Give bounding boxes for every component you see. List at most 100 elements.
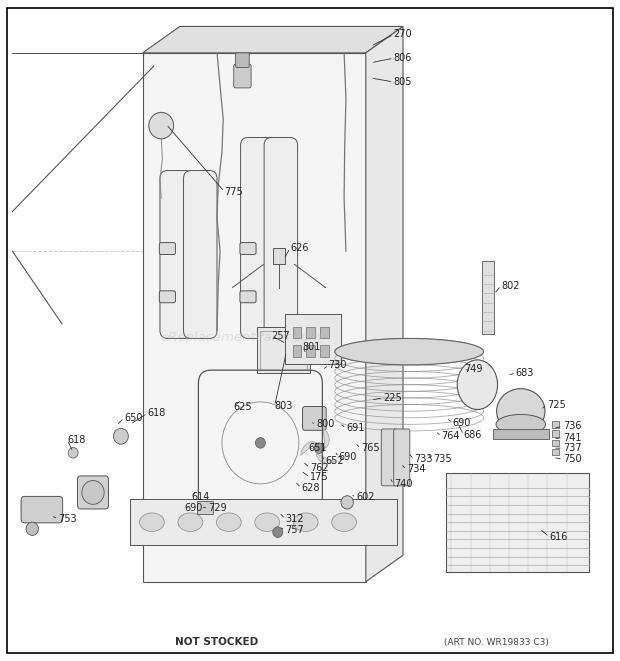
Circle shape (314, 443, 324, 453)
Text: 618: 618 (148, 408, 166, 418)
Bar (273, 248, 285, 264)
Text: 628: 628 (301, 483, 320, 493)
Ellipse shape (497, 389, 545, 434)
Text: 729: 729 (208, 502, 227, 513)
Polygon shape (323, 427, 329, 448)
Ellipse shape (335, 338, 484, 365)
Bar (306, 345, 315, 357)
Circle shape (68, 447, 78, 458)
Text: 690: 690 (453, 418, 471, 428)
Circle shape (255, 438, 265, 448)
FancyBboxPatch shape (159, 291, 175, 303)
Text: 650: 650 (124, 412, 143, 423)
Text: 802: 802 (501, 280, 520, 291)
Bar (482, 261, 494, 334)
Polygon shape (130, 499, 397, 545)
Text: 750: 750 (563, 454, 582, 465)
Text: 737: 737 (563, 443, 582, 453)
FancyBboxPatch shape (236, 53, 249, 67)
FancyBboxPatch shape (394, 429, 410, 486)
Text: 734: 734 (407, 464, 425, 475)
Bar (285, 314, 341, 364)
Text: 690: 690 (339, 452, 357, 463)
Text: 652: 652 (325, 456, 343, 467)
Text: 225: 225 (383, 393, 402, 403)
Bar (293, 345, 301, 357)
Text: 616: 616 (549, 531, 568, 542)
Text: 614: 614 (191, 492, 210, 502)
FancyBboxPatch shape (240, 243, 256, 254)
Text: 805: 805 (394, 77, 412, 87)
Ellipse shape (496, 414, 546, 434)
Text: 801: 801 (303, 342, 321, 352)
Text: eReplacementParts.com: eReplacementParts.com (161, 330, 323, 344)
Ellipse shape (216, 513, 241, 531)
Text: 270: 270 (394, 29, 412, 40)
Polygon shape (301, 442, 316, 455)
Circle shape (26, 522, 38, 535)
Bar (306, 327, 315, 338)
Circle shape (82, 481, 104, 504)
FancyBboxPatch shape (240, 291, 256, 303)
Circle shape (273, 527, 283, 537)
Ellipse shape (140, 513, 164, 531)
Bar (293, 327, 301, 338)
Text: 735: 735 (433, 454, 451, 465)
Text: 803: 803 (275, 401, 293, 411)
Text: 683: 683 (516, 368, 534, 378)
Text: 257: 257 (272, 330, 290, 341)
Polygon shape (446, 473, 589, 572)
Text: 749: 749 (464, 364, 482, 374)
Text: 312: 312 (285, 514, 304, 524)
Bar (552, 449, 559, 455)
Text: (ART NO. WR19833 C3): (ART NO. WR19833 C3) (443, 638, 549, 647)
Polygon shape (143, 53, 366, 582)
FancyBboxPatch shape (21, 496, 63, 523)
Text: 806: 806 (394, 53, 412, 63)
FancyBboxPatch shape (234, 64, 251, 88)
Text: 762: 762 (310, 463, 329, 473)
Bar (493, 429, 549, 439)
Ellipse shape (255, 513, 280, 531)
Text: 736: 736 (563, 421, 582, 432)
Text: 753: 753 (58, 514, 77, 524)
Bar (320, 345, 329, 357)
Circle shape (149, 112, 174, 139)
Text: 740: 740 (394, 479, 412, 489)
Text: 651: 651 (309, 443, 327, 453)
FancyBboxPatch shape (78, 476, 108, 509)
Ellipse shape (293, 513, 318, 531)
Text: 733: 733 (414, 454, 433, 465)
Text: 690: 690 (185, 502, 203, 513)
FancyBboxPatch shape (160, 171, 193, 338)
Text: 175: 175 (310, 472, 329, 483)
Text: 602: 602 (356, 492, 375, 502)
Circle shape (113, 428, 128, 444)
Ellipse shape (458, 360, 497, 409)
Bar (257, 327, 310, 373)
Text: 686: 686 (464, 430, 482, 440)
FancyBboxPatch shape (381, 429, 397, 486)
Text: 625: 625 (233, 401, 252, 412)
FancyBboxPatch shape (184, 171, 217, 338)
FancyBboxPatch shape (159, 243, 175, 254)
Text: 691: 691 (346, 423, 365, 434)
Bar (320, 327, 329, 338)
Text: 730: 730 (329, 360, 347, 370)
FancyBboxPatch shape (241, 137, 274, 338)
Ellipse shape (178, 513, 203, 531)
Text: 741: 741 (563, 432, 582, 443)
Text: 765: 765 (361, 443, 379, 453)
Bar (552, 421, 559, 428)
Text: 618: 618 (67, 434, 86, 445)
Text: 626: 626 (290, 243, 309, 253)
Ellipse shape (335, 338, 484, 365)
Text: 764: 764 (441, 431, 460, 442)
Bar (260, 330, 307, 370)
Bar (552, 430, 559, 437)
Bar (197, 501, 213, 514)
Text: NOT STOCKED: NOT STOCKED (175, 637, 259, 648)
Ellipse shape (332, 513, 356, 531)
FancyBboxPatch shape (264, 137, 298, 338)
Text: 725: 725 (547, 399, 565, 410)
